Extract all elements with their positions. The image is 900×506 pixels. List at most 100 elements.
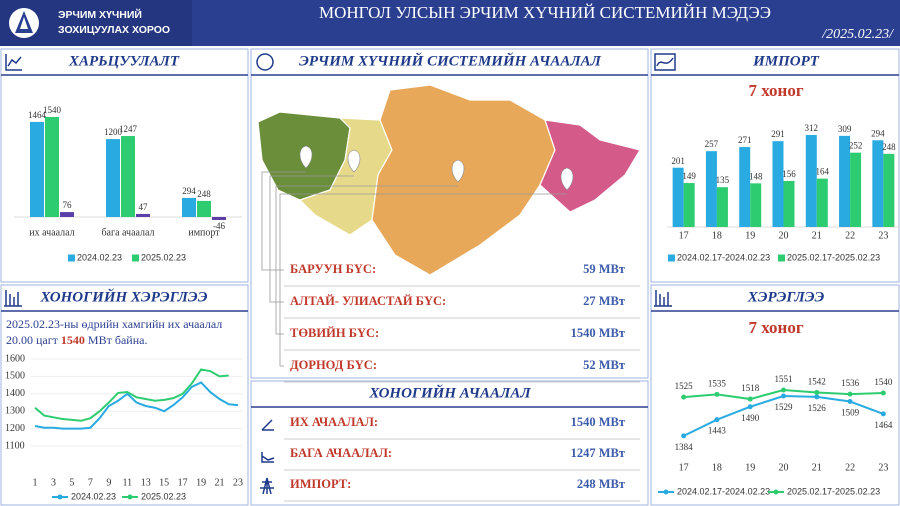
series-line: [34, 381, 239, 430]
bar: [839, 135, 851, 227]
point: [880, 390, 886, 396]
legend-label: 2025.02.23: [141, 491, 186, 501]
bar: [212, 217, 226, 220]
bar: [850, 152, 862, 227]
bar: [872, 140, 884, 227]
map-pins: [299, 145, 574, 191]
page-date: /2025.02.23/: [821, 27, 894, 42]
point: [747, 396, 753, 402]
panel-frame: [0, 48, 249, 283]
data-label: 257: [705, 139, 719, 149]
point: [681, 394, 687, 400]
x-tick-label: импорт: [188, 227, 220, 238]
map-pin: [347, 149, 361, 173]
legend-dot: [773, 489, 779, 495]
map-pin: [299, 145, 313, 169]
legend-label: 2024.02.17-2024.02.23: [677, 252, 770, 262]
point: [880, 411, 886, 417]
icon: [261, 452, 275, 463]
chart-note: 2025.02.23-ны өдрийн хамгийн их ачаалал: [6, 317, 222, 331]
x-tick-label: 19: [745, 230, 755, 241]
note-part: МВт байна.: [88, 333, 148, 347]
data-label: 291: [771, 129, 785, 139]
data-label: 1526: [808, 403, 827, 413]
data-label: 309: [838, 124, 852, 134]
data-label: 1535: [708, 378, 727, 388]
map-region-central: [371, 84, 556, 276]
leader-line: [279, 193, 567, 367]
bar: [683, 183, 695, 227]
data-label: 252: [849, 141, 863, 151]
x-tick-label: 1: [33, 477, 38, 488]
map-pin: [451, 159, 465, 183]
point: [747, 404, 753, 410]
x-tick-label: 11: [122, 477, 132, 488]
data-label: 1529: [775, 402, 794, 412]
point: [847, 399, 853, 405]
data-label: 294: [871, 128, 885, 138]
x-tick-label: 17: [679, 462, 689, 473]
leader-line: [261, 171, 306, 271]
panel-frame: [250, 380, 649, 506]
item-label: БАГА АЧААЛАЛ:: [290, 446, 392, 460]
panel-title: ИМПОРТ: [752, 53, 820, 69]
item-value: 27 МВт: [583, 294, 625, 308]
point: [714, 417, 720, 423]
x-tick-label: 20: [779, 230, 789, 241]
bar: [106, 139, 120, 218]
bar: [197, 200, 211, 218]
map: [257, 84, 641, 276]
note-highlight: 1540: [61, 333, 85, 347]
legend-swatch: [668, 254, 675, 262]
point: [781, 393, 786, 399]
bar: [136, 213, 150, 218]
legend-dot: [127, 494, 133, 500]
leader-line: [269, 175, 354, 303]
data-label: 1464: [874, 420, 893, 430]
icon: [654, 53, 676, 71]
x-tick-label: 22: [845, 230, 855, 241]
data-label: 148: [749, 171, 763, 181]
bar: [816, 178, 828, 227]
panel-frame: [650, 48, 900, 283]
icon: [261, 419, 274, 431]
panel-title: ХОНОГИЙН ХЭРЭГЛЭЭ: [40, 287, 208, 305]
data-label: 135: [716, 175, 730, 185]
icon: [654, 290, 672, 307]
x-tick-label: 21: [812, 230, 822, 241]
data-label: 1525: [675, 381, 694, 391]
legend-swatch: [778, 254, 785, 262]
logo-mark: [15, 11, 33, 33]
data-label: 1540: [874, 377, 893, 387]
panel-title: ХАРЬЦУУЛАЛТ: [68, 53, 180, 69]
map-pin: [560, 167, 574, 191]
data-label: 1200: [104, 127, 123, 137]
data-label: 1540: [43, 105, 62, 115]
legend-label: 2024.02.23: [71, 491, 116, 501]
x-tick-label: 21: [812, 462, 822, 473]
x-tick-label: 5: [69, 477, 74, 488]
legend-label: 2024.02.17-2024.02.23: [677, 486, 770, 496]
item-value: 1540 МВт: [571, 326, 625, 340]
x-tick-label: 23: [878, 230, 888, 241]
panel-title: ЭРЧИМ ХҮЧНИЙ СИСТЕМИЙН АЧААЛАЛ: [299, 51, 602, 69]
note-part: 20.00 цагт: [6, 333, 59, 347]
item-value: 1540 МВт: [571, 415, 625, 429]
page-title: МОНГОЛ УЛСЫН ЭРЧИМ ХҮЧНИЙ СИСТЕМИЙН МЭДЭ…: [319, 3, 771, 22]
item-label: ИХ АЧААЛАЛ:: [290, 415, 378, 429]
bar: [60, 212, 74, 218]
point: [814, 394, 820, 400]
chart-subtitle: 7 хоног: [748, 81, 803, 100]
icon: [256, 53, 274, 71]
legend-swatch: [68, 254, 75, 262]
bar: [750, 183, 762, 227]
panel-title: ХОНОГИЙН АЧААЛАЛ: [368, 383, 531, 401]
item-value: 59 МВт: [583, 262, 625, 276]
item-label: ИМПОРТ:: [290, 477, 351, 491]
org-name: ЗОХИЦУУЛАХ ХОРОО: [58, 24, 170, 36]
x-tick-label: 3: [51, 477, 56, 488]
data-label: 271: [738, 135, 752, 145]
legend-swatch: [132, 254, 139, 262]
x-tick-label: 19: [196, 477, 206, 488]
icon: [5, 54, 22, 71]
